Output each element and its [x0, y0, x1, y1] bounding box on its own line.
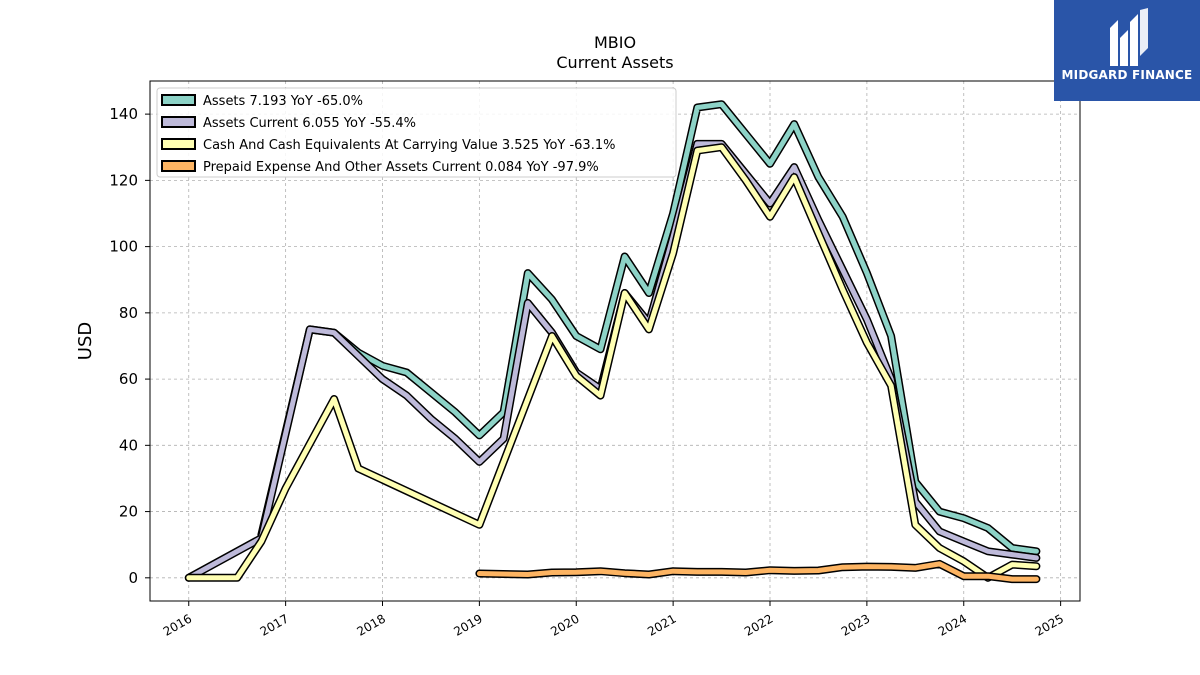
legend-item: Assets 7.193 YoY -65.0%	[161, 94, 363, 109]
x-tick-label: 2021	[645, 611, 678, 638]
x-tick-label: 2020	[548, 611, 581, 638]
x-tick-label: 2024	[936, 611, 969, 638]
series-4	[475, 559, 1041, 584]
y-axis-label: USD	[75, 322, 96, 360]
series-line	[186, 144, 1039, 581]
legend-label: Cash And Cash Equivalents At Carrying Va…	[203, 138, 615, 153]
series-layer	[184, 100, 1041, 584]
legend-box	[156, 87, 677, 178]
legend-item: Cash And Cash Equivalents At Carrying Va…	[161, 138, 615, 153]
y-tick-label: 80	[119, 304, 138, 322]
chart-title: MBIO	[594, 33, 636, 52]
x-tick-label: 2025	[1033, 611, 1066, 638]
brand-logo: MIDGARD FINANCE	[1054, 0, 1200, 101]
brand-name: MIDGARD FINANCE	[1061, 68, 1193, 82]
plot-frame	[149, 80, 1081, 602]
y-axis: 0 20 40 60 80 100 120 140	[109, 105, 150, 587]
series-line-outline	[184, 143, 1041, 582]
legend-item: Assets Current 6.055 YoY -55.4%	[161, 116, 416, 131]
x-tick-label: 2022	[742, 611, 775, 638]
midgard-m-logo-icon	[1110, 8, 1148, 66]
y-tick-label: 140	[109, 105, 138, 123]
legend-swatch	[161, 116, 196, 128]
x-tick-label: 2018	[355, 611, 388, 638]
legend-label: Prepaid Expense And Other Assets Current…	[203, 160, 599, 175]
legend-swatch	[161, 138, 196, 150]
x-tick-label: 2017	[258, 611, 291, 638]
y-tick-label: 60	[119, 370, 138, 388]
y-tick-label: 20	[119, 503, 138, 521]
legend-swatch	[161, 160, 196, 172]
legend-item: Prepaid Expense And Other Assets Current…	[161, 160, 599, 175]
y-tick-label: 0	[128, 569, 138, 587]
legend-label: Assets Current 6.055 YoY -55.4%	[203, 116, 416, 131]
series-3	[184, 143, 1041, 582]
y-tick-label: 100	[109, 238, 138, 256]
chart-subtitle: Current Assets	[556, 53, 673, 72]
x-tick-label: 2023	[839, 611, 872, 638]
series-line	[476, 561, 1039, 582]
y-tick-label: 120	[109, 171, 138, 189]
x-tick-label: 2016	[161, 611, 194, 638]
y-tick-label: 40	[119, 436, 138, 454]
legend-swatch	[161, 94, 196, 106]
x-axis: 2016 2017 2018 2019 2020 2021 2022 2023 2024 2025	[161, 601, 1066, 639]
series-1	[257, 100, 1041, 556]
series-line	[258, 101, 1039, 554]
legend-label: Assets 7.193 YoY -65.0%	[203, 94, 363, 109]
x-tick-label: 2019	[451, 611, 484, 638]
legend: Assets 7.193 YoY -65.0% Assets Current 6.…	[156, 87, 677, 178]
